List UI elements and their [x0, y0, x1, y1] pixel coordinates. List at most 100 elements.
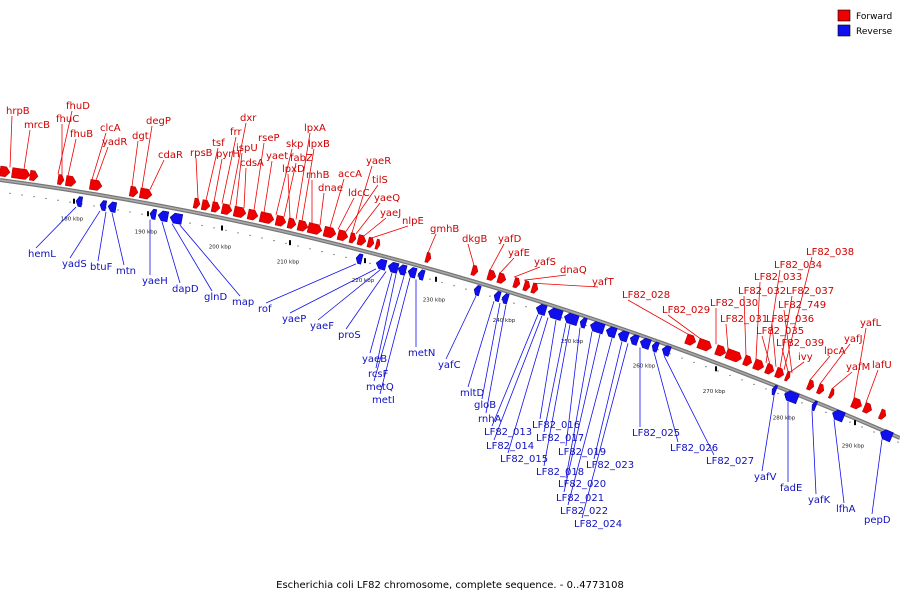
forward-gene-label: yafT	[592, 277, 615, 288]
axis-minor-dot	[309, 248, 311, 250]
axis-ticks: 180 kbp 190 kbp 200 kbp 210 kbp 220 kbp 230 k…	[9, 192, 899, 450]
forward-gene-feature	[522, 280, 531, 292]
forward-label-leader	[337, 197, 355, 230]
axis-minor-dot	[405, 272, 407, 274]
forward-label-leader	[275, 148, 293, 216]
forward-gene-label: lafU	[872, 360, 892, 371]
reverse-gene-feature	[501, 293, 510, 305]
forward-label-leader	[761, 335, 771, 365]
forward-gene-feature	[806, 379, 815, 391]
reverse-gene-label: yafC	[438, 360, 461, 371]
reverse-gene-feature	[387, 261, 400, 274]
forward-gene-label: dkgB	[462, 234, 487, 245]
reverse-label-leader	[97, 211, 107, 262]
gene-labels: hrpB mrcB fhuD fhuC fhuB clcA yadR dgt degP cdaR r…	[6, 101, 892, 530]
axis-minor-dot	[249, 234, 251, 236]
reverse-gene-label: LF82_023	[586, 460, 634, 471]
reverse-label-leader	[485, 304, 507, 414]
reverse-gene-label: LF82_027	[706, 456, 754, 467]
forward-gene-label: lpcA	[824, 346, 846, 357]
reverse-gene-feature	[169, 212, 184, 225]
map-caption: Escherichia coli LF82 chromosome, comple…	[276, 580, 624, 591]
reverse-gene-feature	[617, 330, 630, 343]
reverse-gene-label: yaeP	[282, 314, 306, 325]
reverse-gene-feature	[590, 321, 606, 335]
forward-gene-label: mrcB	[24, 120, 50, 131]
forward-label-leader	[627, 299, 689, 335]
reverse-gene-feature	[579, 317, 588, 329]
forward-gene-label: hrpB	[6, 106, 30, 117]
forward-gene-label: fhuB	[70, 129, 93, 140]
reverse-gene-feature	[548, 307, 564, 321]
forward-label-leader	[149, 159, 165, 190]
axis-tick-mark	[435, 276, 437, 282]
forward-gene-label: LF82_037	[786, 286, 834, 297]
reverse-label-leader	[445, 295, 477, 360]
reverse-label-leader	[565, 327, 581, 447]
legend-reverse-swatch	[837, 24, 851, 37]
forward-gene-label: yafD	[498, 234, 522, 245]
reverse-gene-feature	[397, 264, 408, 276]
reverse-gene-feature	[771, 384, 778, 396]
forward-gene-feature	[138, 187, 153, 200]
forward-gene-feature	[486, 269, 497, 281]
axis-minor-dot	[129, 211, 131, 213]
reverse-label-leader	[373, 276, 405, 382]
forward-gene-label: yaet	[266, 151, 288, 162]
reverse-gene-label: LF82_018	[536, 467, 584, 478]
reverse-gene-feature	[784, 390, 800, 405]
forward-gene-feature	[784, 370, 791, 382]
axis-tick-mark	[854, 420, 856, 426]
reverse-gene-label: rnhA	[478, 414, 502, 425]
axis-minor-dot	[741, 379, 743, 381]
forward-gene-feature	[530, 282, 539, 294]
forward-label-leader	[221, 136, 237, 204]
forward-label-leader	[783, 256, 813, 370]
axis-minor-dot	[201, 224, 203, 227]
forward-gene-feature	[296, 219, 309, 232]
axis-tick-label: 220 kbp	[352, 278, 375, 284]
forward-gene-feature	[65, 175, 77, 187]
reverse-gene-label: lfhA	[836, 504, 856, 515]
forward-gene-feature	[356, 234, 367, 246]
forward-gene-feature	[200, 199, 211, 211]
axis-tick-label: 190 kbp	[135, 230, 158, 236]
forward-gene-label: ldcC	[348, 188, 370, 199]
reverse-gene-label: gloB	[474, 400, 496, 411]
axis-minor-dot	[57, 199, 59, 201]
forward-gene-label: dgt	[132, 131, 149, 142]
reverse-gene-label: metI	[372, 395, 395, 406]
reverse-label-leader	[317, 269, 381, 321]
forward-gene-feature	[192, 197, 201, 209]
forward-gene-label: yafE	[508, 248, 530, 259]
axis-minor-dot	[345, 256, 347, 259]
reverse-gene-label: yadS	[62, 259, 87, 270]
forward-label-leader	[23, 129, 31, 170]
reverse-gene-label: LF82_013	[484, 427, 532, 438]
forward-gene-label: skp	[286, 139, 303, 150]
reverse-label-leader	[179, 224, 241, 297]
reverse-label-leader	[467, 301, 495, 388]
reverse-gene-feature	[605, 326, 618, 339]
reverse-gene-feature	[661, 345, 672, 357]
forward-label-leader	[253, 142, 265, 211]
reverse-gene-label: rof	[258, 304, 272, 315]
forward-gene-feature	[816, 383, 825, 395]
reverse-gene-label: LF82_026	[670, 443, 718, 454]
forward-label-leader	[243, 167, 247, 209]
forward-gene-label: dnae	[318, 183, 343, 194]
forward-label-leader	[725, 323, 729, 349]
forward-gene-label: LF82_031	[720, 314, 768, 325]
reverse-label-leader	[761, 395, 775, 472]
axis-minor-dot	[465, 288, 467, 290]
forward-label-leader	[765, 269, 781, 363]
reverse-gene-feature	[407, 267, 418, 279]
axis-minor-dot	[453, 285, 455, 287]
reverse-gene-label: yaeF	[310, 321, 334, 332]
forward-gene-feature	[684, 333, 697, 346]
forward-label-leader	[319, 192, 325, 226]
forward-label-leader	[235, 152, 243, 207]
reverse-gene-feature	[417, 269, 426, 281]
reverse-gene-feature	[564, 312, 580, 326]
